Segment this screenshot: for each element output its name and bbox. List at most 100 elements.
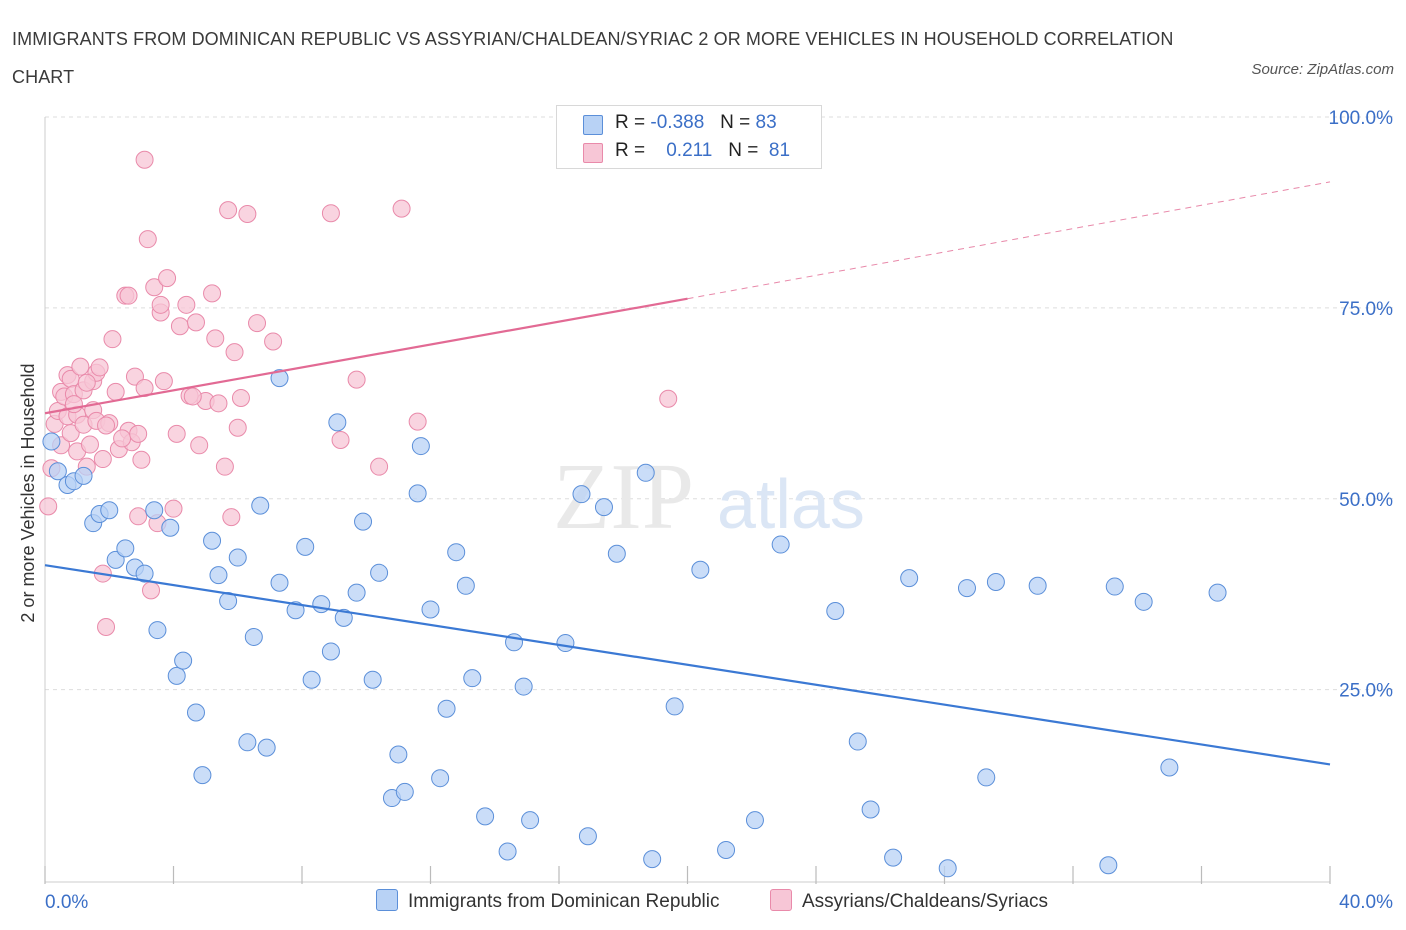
data-point-pink	[90, 358, 109, 377]
watermark-atlas: atlas	[717, 465, 865, 543]
y-tick-label: 75.0%	[1339, 299, 1393, 320]
data-point-blue	[74, 466, 93, 485]
data-point-blue	[116, 539, 135, 558]
chart-title: IMMIGRANTS FROM DOMINICAN REPUBLIC VS AS…	[12, 29, 1174, 87]
data-point-blue	[389, 745, 408, 764]
data-point-pink	[392, 199, 411, 218]
data-point-blue	[476, 807, 495, 826]
data-point-blue	[312, 595, 331, 614]
trend-lines	[44, 181, 1331, 766]
data-point-pink	[80, 435, 99, 454]
data-point-pink	[129, 424, 148, 443]
series-blue-points	[42, 369, 1227, 878]
data-point-blue	[498, 842, 517, 861]
legend-r-value-pink: 0.211	[666, 140, 713, 161]
data-point-pink	[248, 314, 267, 333]
data-point-pink	[106, 382, 125, 401]
data-point-blue	[957, 579, 976, 598]
data-point-blue	[334, 608, 353, 627]
series-pink-points	[39, 150, 678, 637]
data-point-pink	[77, 373, 96, 392]
y-tick-label: 50.0%	[1339, 490, 1393, 511]
data-point-blue	[363, 670, 382, 689]
data-point-blue	[861, 800, 880, 819]
data-point-pink	[238, 204, 257, 223]
data-point-blue	[48, 462, 67, 481]
data-point-pink	[97, 416, 116, 435]
bottom-legend-pink: Assyrians/Chaldeans/Syriacs	[770, 889, 1048, 913]
data-point-pink	[347, 370, 366, 389]
data-point-pink	[331, 430, 350, 449]
legend-r-value-blue: -0.388	[650, 112, 705, 133]
data-point-blue	[977, 768, 996, 787]
data-point-blue	[193, 766, 212, 785]
data-point-pink	[219, 201, 238, 220]
data-point-pink	[408, 412, 427, 431]
data-point-blue	[370, 563, 389, 582]
data-point-blue	[354, 512, 373, 531]
data-point-blue	[437, 699, 456, 718]
data-point-pink	[370, 457, 389, 476]
legend-n-value-blue: 83	[755, 112, 777, 133]
data-point-blue	[408, 484, 427, 503]
data-point-blue	[986, 572, 1005, 591]
data-point-blue	[186, 703, 205, 722]
data-point-blue	[643, 850, 662, 869]
data-point-blue	[636, 463, 655, 482]
data-point-pink	[190, 436, 209, 455]
trend-line-pink	[44, 297, 688, 415]
data-point-pink	[321, 204, 340, 223]
data-point-pink	[167, 424, 186, 443]
data-point-pink	[113, 429, 132, 448]
data-point-blue	[848, 732, 867, 751]
data-point-blue	[270, 369, 289, 388]
data-point-blue	[421, 600, 440, 619]
data-point-blue	[717, 840, 736, 859]
data-point-pink	[222, 508, 241, 527]
legend-n-value-pink: 81	[768, 140, 791, 161]
data-point-blue	[100, 501, 119, 520]
data-point-blue	[238, 733, 257, 752]
data-point-blue	[135, 564, 154, 583]
data-point-pink	[129, 507, 148, 526]
bottom-legend-swatch-pink	[770, 889, 792, 911]
data-point-blue	[431, 769, 450, 788]
trend-line-pink-dashed	[687, 181, 1331, 300]
data-point-blue	[1208, 583, 1227, 602]
data-point-pink	[61, 424, 80, 443]
data-point-blue	[203, 531, 222, 550]
legend-n-label: N =	[720, 112, 751, 133]
data-point-pink	[203, 284, 222, 303]
bottom-legend-label-blue: Immigrants from Dominican Republic	[408, 891, 720, 912]
data-point-blue	[1028, 576, 1047, 595]
data-point-blue	[251, 496, 270, 515]
data-point-blue	[321, 642, 340, 661]
data-point-blue	[209, 566, 228, 585]
data-point-blue	[665, 697, 684, 716]
x-tick-label-max: 40.0%	[1339, 892, 1393, 913]
data-point-pink	[93, 450, 112, 469]
data-point-blue	[1099, 856, 1118, 875]
data-point-blue	[938, 859, 957, 878]
data-point-blue	[745, 811, 764, 830]
bottom-legend-blue: Immigrants from Dominican Republic	[376, 889, 720, 913]
data-point-blue	[296, 537, 315, 556]
data-point-blue	[148, 621, 167, 640]
legend: R = -0.388 N = 83 R = 0.211 N = 81	[556, 105, 822, 169]
trend-line-blue	[44, 564, 1331, 766]
data-point-pink	[142, 581, 161, 600]
data-point-blue	[174, 651, 193, 670]
data-point-blue	[572, 485, 591, 504]
tick-labels: 25.0% 50.0% 75.0% 100.0% 0.0% 40.0%	[45, 108, 1393, 913]
legend-n-label: N =	[728, 140, 759, 161]
data-point-pink	[225, 343, 244, 362]
data-point-pink	[170, 317, 189, 336]
data-point-pink	[177, 295, 196, 314]
data-point-blue	[463, 669, 482, 688]
data-point-pink	[103, 330, 122, 349]
data-point-blue	[328, 413, 347, 432]
data-point-blue	[514, 677, 533, 696]
data-point-blue	[347, 583, 366, 602]
data-point-blue	[826, 601, 845, 620]
